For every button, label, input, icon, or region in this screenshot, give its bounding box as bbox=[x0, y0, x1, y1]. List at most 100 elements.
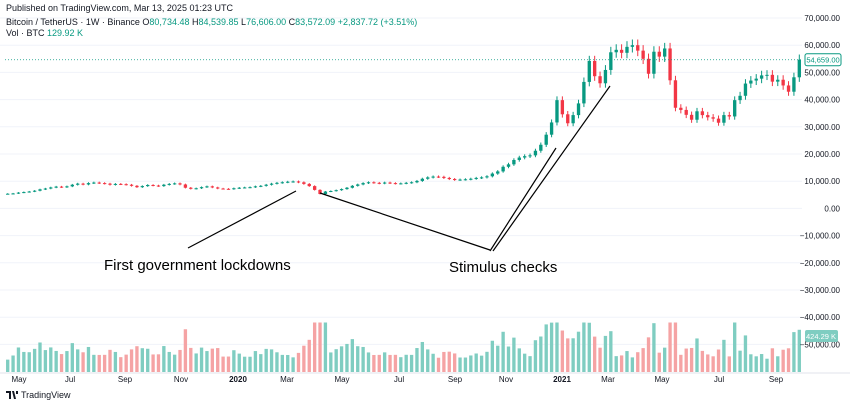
candle-body bbox=[232, 188, 236, 190]
candle-body bbox=[11, 193, 15, 195]
price-tick-label: −40,000.00 bbox=[800, 313, 841, 322]
candle-body bbox=[264, 184, 268, 186]
volume-bar bbox=[458, 357, 462, 372]
volume-bar bbox=[264, 348, 268, 372]
candle-body bbox=[135, 185, 139, 188]
volume-bar bbox=[679, 354, 683, 372]
volume-bar bbox=[194, 353, 198, 372]
volume-bar bbox=[571, 338, 575, 372]
volume-bar bbox=[512, 337, 516, 372]
candle-body bbox=[695, 111, 699, 120]
candle-body bbox=[469, 178, 473, 180]
volume-bar bbox=[452, 353, 457, 372]
volume-bar bbox=[479, 355, 484, 372]
candle-body bbox=[248, 187, 252, 189]
current-price-label: 54,659.00 bbox=[806, 56, 839, 65]
volume-bar bbox=[178, 349, 182, 372]
volume-bar bbox=[506, 346, 511, 372]
candle-body bbox=[86, 183, 91, 185]
volume-bar bbox=[706, 354, 710, 372]
candle-body bbox=[571, 115, 575, 124]
volume-label: Vol · BTC bbox=[6, 28, 45, 38]
candle-body bbox=[759, 75, 764, 79]
candle-body bbox=[361, 183, 365, 185]
candle-body bbox=[156, 185, 161, 187]
volume-bar bbox=[442, 351, 446, 372]
annotation-lockdowns: First government lockdowns bbox=[104, 257, 291, 274]
volume-bar bbox=[754, 356, 758, 372]
volume-bar bbox=[517, 348, 521, 372]
candle-body bbox=[49, 187, 53, 189]
volume-bars bbox=[6, 322, 801, 372]
time-tick-label: Mar bbox=[601, 375, 615, 384]
candle-body bbox=[172, 183, 177, 185]
ohlc-close: C83,572.09 bbox=[288, 17, 336, 27]
candle-body bbox=[673, 80, 678, 108]
volume-bar bbox=[630, 357, 635, 372]
ohlc-low: L76,606.00 bbox=[241, 17, 287, 27]
tradingview-brand[interactable]: TradingView bbox=[6, 390, 71, 400]
candle-body bbox=[436, 176, 441, 178]
candle-body bbox=[6, 193, 10, 195]
volume-bar bbox=[334, 349, 338, 372]
ohlc-change: +2,837.72 (+3.51%) bbox=[337, 17, 418, 27]
candle-body bbox=[560, 100, 565, 115]
candle-body bbox=[614, 49, 618, 53]
volume-bar bbox=[582, 322, 586, 372]
candle-body bbox=[259, 185, 263, 187]
price-tick-label: 70,000.00 bbox=[804, 14, 840, 23]
time-tick-label: May bbox=[334, 375, 349, 384]
candle-body bbox=[625, 46, 629, 53]
candle-body bbox=[242, 187, 247, 189]
volume-bar bbox=[776, 356, 780, 372]
volume-bar bbox=[86, 346, 91, 372]
time-tick-label: May bbox=[11, 375, 26, 384]
volume-bar bbox=[280, 354, 285, 372]
volume-bar bbox=[533, 340, 538, 372]
candle-body bbox=[797, 59, 801, 78]
candle-body bbox=[38, 189, 42, 191]
candle-body bbox=[65, 186, 69, 188]
candle-body bbox=[512, 159, 516, 165]
candle-body bbox=[280, 182, 285, 184]
volume-bar bbox=[641, 348, 645, 372]
candle-body bbox=[296, 181, 301, 183]
volume-bar bbox=[619, 355, 624, 372]
annotation-arrow bbox=[187, 190, 297, 249]
candle-body bbox=[356, 184, 360, 186]
candle-body bbox=[286, 181, 290, 183]
volume-bar bbox=[242, 356, 247, 372]
time-tick-label: Sep bbox=[118, 375, 133, 384]
candle-body bbox=[522, 156, 527, 158]
volume-bar bbox=[210, 348, 214, 372]
candle-body bbox=[479, 177, 484, 179]
candle-body bbox=[517, 157, 521, 160]
volume-bar bbox=[668, 322, 672, 372]
annotation-arrow bbox=[489, 147, 557, 252]
volume-bar bbox=[232, 350, 236, 372]
current-volume-box bbox=[805, 329, 838, 342]
price-tick-label: 60,000.00 bbox=[804, 41, 840, 50]
volume-bar bbox=[102, 354, 107, 372]
volume-bar bbox=[318, 322, 322, 372]
volume-bar bbox=[393, 354, 398, 372]
price-tick-label: 0.00 bbox=[824, 204, 840, 213]
volume-bar bbox=[129, 349, 134, 372]
time-tick-label: 2020 bbox=[229, 375, 247, 384]
volume-bar bbox=[409, 354, 414, 372]
volume-bar bbox=[70, 343, 74, 372]
volume-bar bbox=[356, 346, 360, 372]
candle-body bbox=[749, 80, 753, 84]
volume-bar bbox=[162, 346, 166, 372]
volume-bar bbox=[555, 322, 559, 372]
candle-body bbox=[59, 186, 64, 188]
candle-body bbox=[727, 115, 731, 117]
candle-body bbox=[92, 182, 96, 184]
candle-body bbox=[738, 95, 742, 101]
volume-bar bbox=[382, 352, 387, 372]
candle-body bbox=[216, 187, 220, 189]
volume-bar bbox=[388, 354, 392, 372]
candle-body bbox=[329, 190, 333, 192]
volume-bar bbox=[65, 351, 69, 372]
